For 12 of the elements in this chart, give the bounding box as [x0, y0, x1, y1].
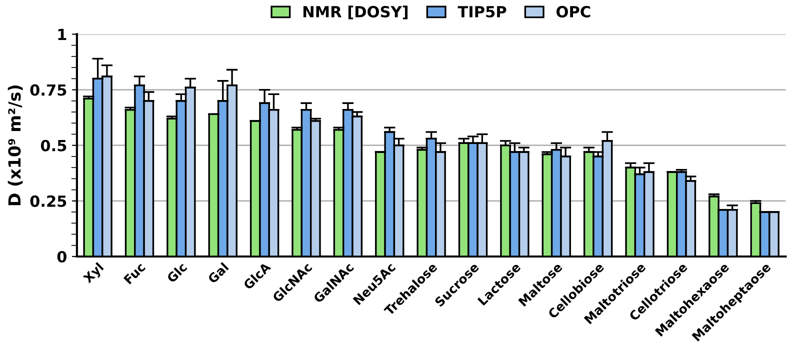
x-tick-label: Gal [207, 262, 229, 284]
legend-label: TIP5P [458, 6, 506, 18]
y-axis-title: D (x10⁹ m²/s) [8, 85, 23, 206]
x-tick-label: Glc [166, 262, 188, 284]
y-tick-label: 0 [57, 250, 66, 263]
y-tick-label: 0.25 [30, 195, 66, 207]
legend-label: OPC [556, 6, 590, 18]
y-tick-label: 0.75 [30, 84, 66, 96]
legend-label: NMR [DOSY] [303, 6, 408, 20]
y-tick-label: 0.5 [40, 140, 66, 152]
x-tick-label: Fuc [123, 262, 146, 285]
y-tick-label: 1 [58, 28, 66, 40]
